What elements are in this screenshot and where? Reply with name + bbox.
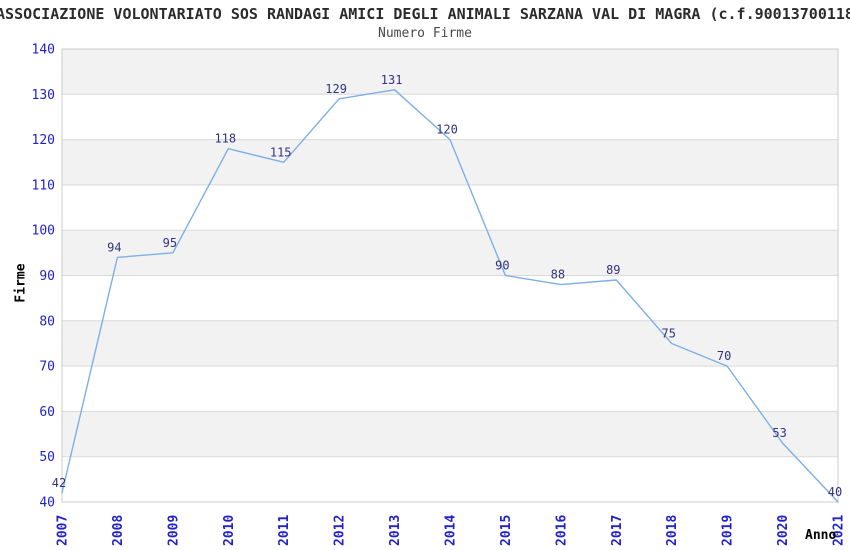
- x-tick-label: 2021: [832, 515, 847, 546]
- data-point-label: 75: [661, 327, 675, 341]
- data-point-label: 70: [717, 349, 731, 363]
- data-point-label: 118: [214, 132, 236, 146]
- y-tick-label: 110: [32, 178, 55, 193]
- y-tick-label: 120: [32, 133, 55, 148]
- y-tick-label: 90: [39, 269, 55, 284]
- x-tick-label: 2017: [610, 515, 625, 546]
- data-point-label: 53: [772, 426, 786, 440]
- data-point-label: 115: [270, 145, 292, 159]
- data-point-label: 90: [495, 259, 509, 273]
- grid-band: [62, 230, 838, 276]
- y-tick-label: 40: [39, 496, 55, 511]
- x-tick-label: 2013: [388, 515, 403, 546]
- y-tick-label: 60: [39, 405, 55, 420]
- data-series-line: [61, 89, 839, 503]
- y-tick-label: 130: [32, 88, 55, 103]
- x-tick-label: 2019: [721, 515, 736, 546]
- data-point-label: 120: [436, 123, 458, 137]
- y-tick-label: 50: [39, 450, 55, 465]
- y-tick-label: 80: [39, 314, 55, 329]
- y-tick-label: 140: [32, 43, 55, 58]
- x-axis-title: Anno: [805, 528, 837, 543]
- x-tick-label: 2011: [277, 515, 292, 546]
- data-point-label: 94: [107, 240, 121, 254]
- y-axis-title: Firme: [13, 263, 29, 303]
- data-point-label: 40: [828, 485, 842, 499]
- x-tick-label: 2018: [665, 515, 680, 546]
- x-tick-label: 2020: [776, 515, 791, 546]
- chart-subtitle: Numero Firme: [378, 26, 472, 41]
- x-tick-label: 2009: [166, 515, 181, 546]
- plot-border: [61, 48, 839, 503]
- x-tick-label: 2007: [56, 515, 71, 546]
- y-tick-label: 70: [39, 360, 55, 375]
- x-tick-label: 2008: [111, 515, 126, 546]
- y-tick-label: 100: [32, 224, 55, 239]
- chart-title: ASSOCIAZIONE VOLONTARIATO SOS RANDAGI AM…: [0, 5, 850, 23]
- data-point-label: 131: [381, 73, 403, 87]
- data-point-label: 95: [163, 236, 177, 250]
- x-tick-label: 2014: [444, 515, 459, 546]
- data-point-label: 88: [551, 268, 565, 282]
- grid-band: [62, 49, 838, 95]
- x-tick-label: 2010: [222, 515, 237, 546]
- x-tick-label: 2015: [499, 515, 514, 546]
- data-point-label: 89: [606, 263, 620, 277]
- data-point-label: 42: [52, 476, 66, 490]
- x-tick-label: 2012: [333, 515, 348, 546]
- data-point-label: 129: [325, 82, 347, 96]
- grid-band: [62, 139, 838, 185]
- grid-band: [62, 411, 838, 457]
- x-tick-label: 2016: [554, 515, 569, 546]
